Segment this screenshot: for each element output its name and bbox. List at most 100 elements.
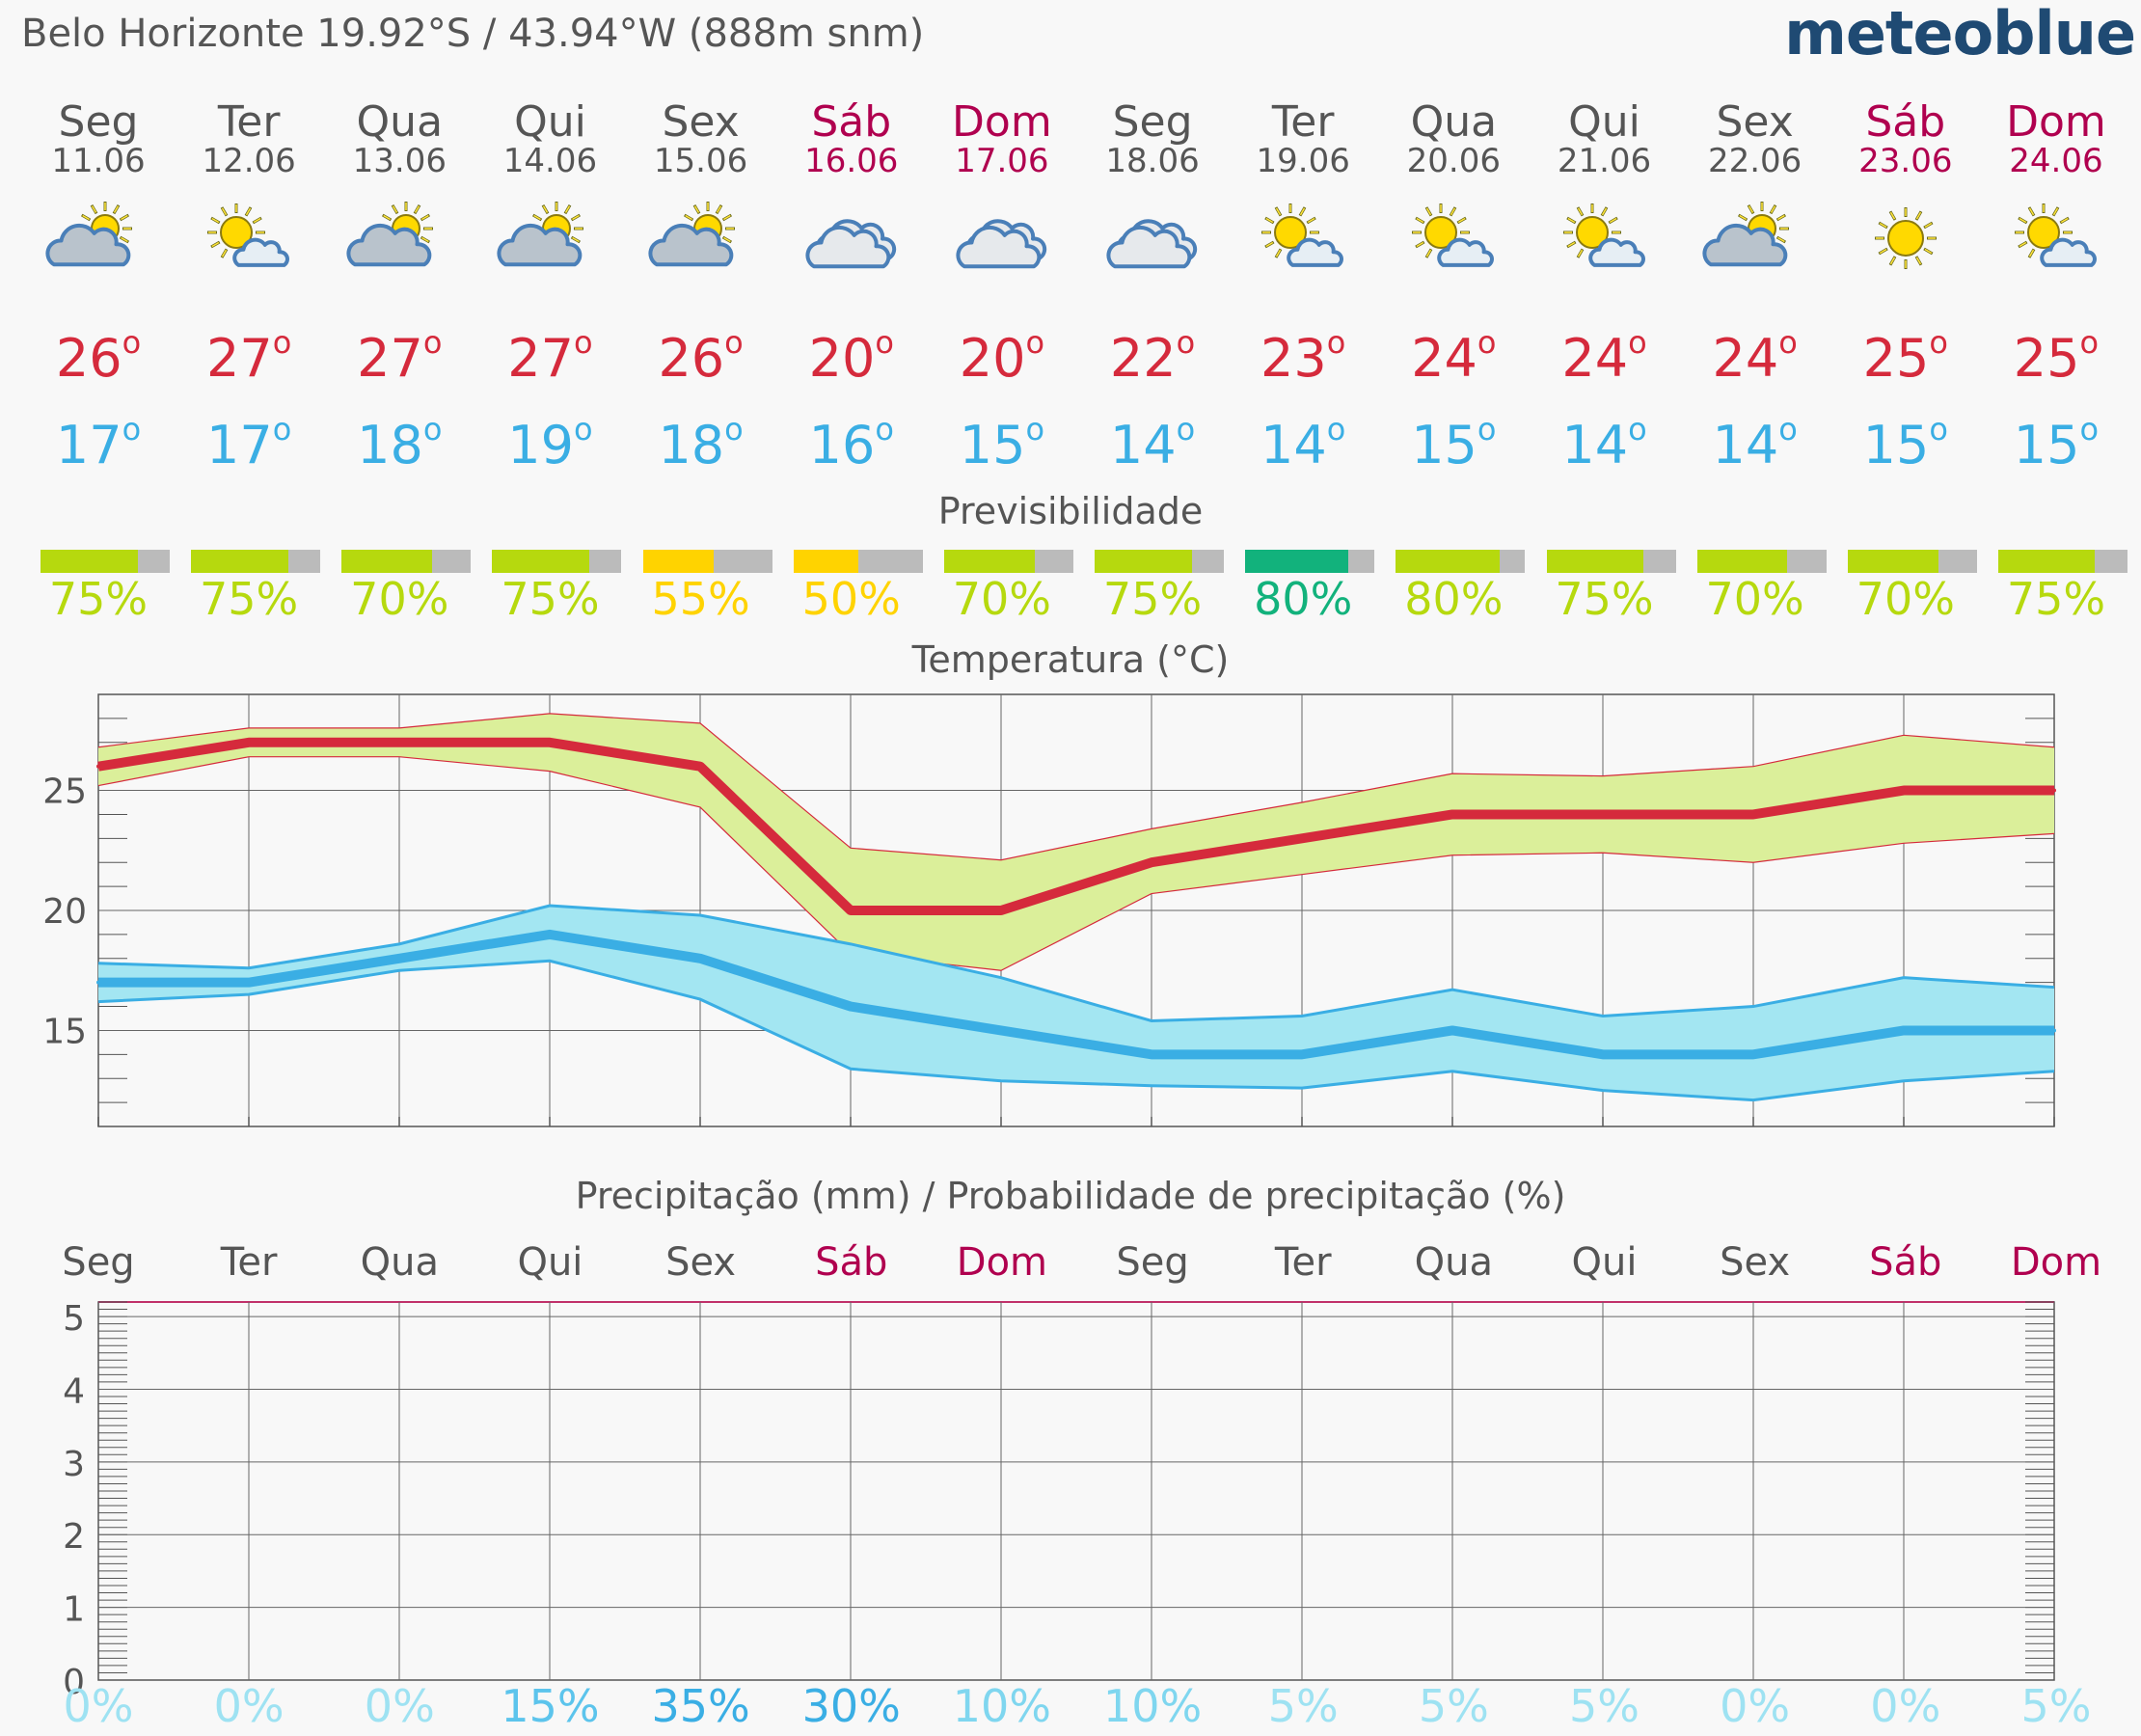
max-temp-range-band [98, 713, 2054, 971]
min-temp-value: 14 [1561, 415, 1629, 475]
degree-sign: o [272, 411, 292, 448]
max-temp: 27o [174, 324, 324, 389]
predictability-percent: 70% [1705, 573, 1804, 625]
day-date: 18.06 [1105, 142, 1200, 180]
min-temp-point [397, 956, 401, 961]
max-temp-value: 23 [1260, 328, 1327, 389]
day-header: Dom 17.06 [927, 100, 1077, 180]
day-header: Qua 13.06 [324, 100, 474, 180]
day-date: 23.06 [1858, 142, 1953, 180]
sunny-icon [1853, 198, 1959, 285]
day-date: 17.06 [955, 142, 1049, 180]
partly-cloudy-sun-icon [648, 198, 754, 285]
precip-probability: 35% [651, 1680, 750, 1732]
min-temp: 15o [1830, 411, 1981, 475]
meteoblue-logo[interactable]: meteoblue [1784, 0, 2136, 68]
precip-probability: 0% [63, 1680, 134, 1732]
degree-sign: o [422, 324, 443, 361]
day-header: Sáb 16.06 [776, 100, 927, 178]
precip-y-tick-label: 0 [63, 1663, 85, 1697]
predictability-fill [1847, 550, 1938, 573]
day-header: Sáb 23.06 [1830, 100, 1981, 180]
degree-sign: o [1929, 411, 1948, 448]
precip-day-name: Dom [956, 1240, 1048, 1285]
cloudy-icon [949, 198, 1055, 285]
degree-sign: o [122, 411, 142, 448]
cloud-icon [1106, 225, 1192, 269]
max-temp-value: 22 [1109, 328, 1177, 389]
max-temp: 26o [23, 324, 174, 389]
precip-probability: 10% [952, 1680, 1052, 1732]
precip-day-name: Sex [1720, 1240, 1791, 1285]
max-temp-point [999, 909, 1003, 912]
degree-sign: o [574, 411, 593, 448]
cloud-icon [1587, 237, 1645, 267]
precipitation-chart-title: Precipitação (mm) / Probabilidade de pre… [575, 1175, 1566, 1217]
partly-cloudy-sun-icon [346, 198, 452, 285]
max-temp-point [1902, 788, 1906, 793]
min-temp-high-line [97, 904, 2055, 1022]
predictability-fill [1095, 550, 1192, 573]
precip-day-name: Seg [62, 1240, 135, 1285]
min-temp-line [98, 929, 2054, 1060]
precip-day-name: Sáb [1869, 1240, 1942, 1285]
max-temp: 25o [1981, 324, 2131, 389]
predictability-fill [341, 550, 433, 573]
max-temp-value: 26 [658, 328, 725, 389]
cloud-icon [1702, 223, 1787, 267]
min-temp-value: 18 [658, 415, 725, 475]
min-temp: 15o [927, 411, 1077, 475]
predictability-fill [642, 550, 715, 573]
temp-y-tick-label: 15 [42, 1012, 87, 1051]
max-temp-value: 20 [959, 328, 1026, 389]
max-temp-value: 27 [205, 328, 273, 389]
predictability-bar [341, 550, 472, 573]
sun-small-cloud-icon [1552, 198, 1658, 285]
degree-sign: o [1025, 324, 1045, 361]
day-name: Sex [662, 97, 740, 147]
predictability-percent: 55% [651, 573, 750, 625]
max-temp-point [1751, 812, 1755, 817]
predictability-bar [492, 550, 622, 573]
min-temp-point [1601, 1052, 1605, 1057]
day-name: Ter [217, 97, 281, 147]
cloud-icon [956, 225, 1042, 269]
precip-day-name: Seg [1116, 1240, 1189, 1285]
day-header: Seg 11.06 [23, 97, 174, 178]
degree-sign: o [272, 324, 292, 361]
partly-cloudy-sun-icon [497, 198, 603, 285]
min-temp-value: 14 [1260, 415, 1327, 475]
predictability-fill [943, 550, 1035, 573]
degree-sign: o [1477, 411, 1497, 448]
max-temp: 25o [1830, 324, 1981, 389]
predictability-fill [41, 550, 138, 573]
predictability-bar [191, 550, 321, 573]
precip-probability: 5% [1418, 1680, 1489, 1732]
min-temp-point [247, 980, 251, 985]
precip-probability: 15% [501, 1680, 600, 1732]
max-temp-value: 27 [357, 328, 423, 389]
day-header: Sex 15.06 [626, 97, 776, 178]
sun-small-cloud-icon [2003, 198, 2109, 285]
min-temp: 14o [1228, 411, 1378, 475]
cloud-icon [805, 225, 891, 269]
cloud-icon [497, 223, 583, 267]
min-temp: 19o [474, 411, 625, 475]
degree-sign: o [724, 324, 744, 361]
day-date: 13.06 [352, 142, 447, 180]
precip-day-name: Ter [1274, 1240, 1332, 1285]
min-temp-point [1450, 1028, 1454, 1033]
predictability-percent: 50% [801, 573, 901, 625]
day-name: Seg [58, 97, 139, 147]
day-date: 19.06 [1256, 142, 1350, 180]
predictability-fill [1696, 550, 1788, 573]
min-temp-point [2052, 1028, 2056, 1033]
day-date: 21.06 [1557, 142, 1652, 180]
sun-small-cloud-icon [1400, 198, 1506, 285]
max-temp-line [97, 737, 2054, 915]
day-name: Qui [1568, 97, 1640, 147]
predictability-percent: 70% [1856, 573, 1955, 625]
min-temp-point [1150, 1052, 1153, 1057]
precip-y-tick-label: 3 [63, 1445, 85, 1484]
precip-day-name: Qui [517, 1240, 583, 1285]
